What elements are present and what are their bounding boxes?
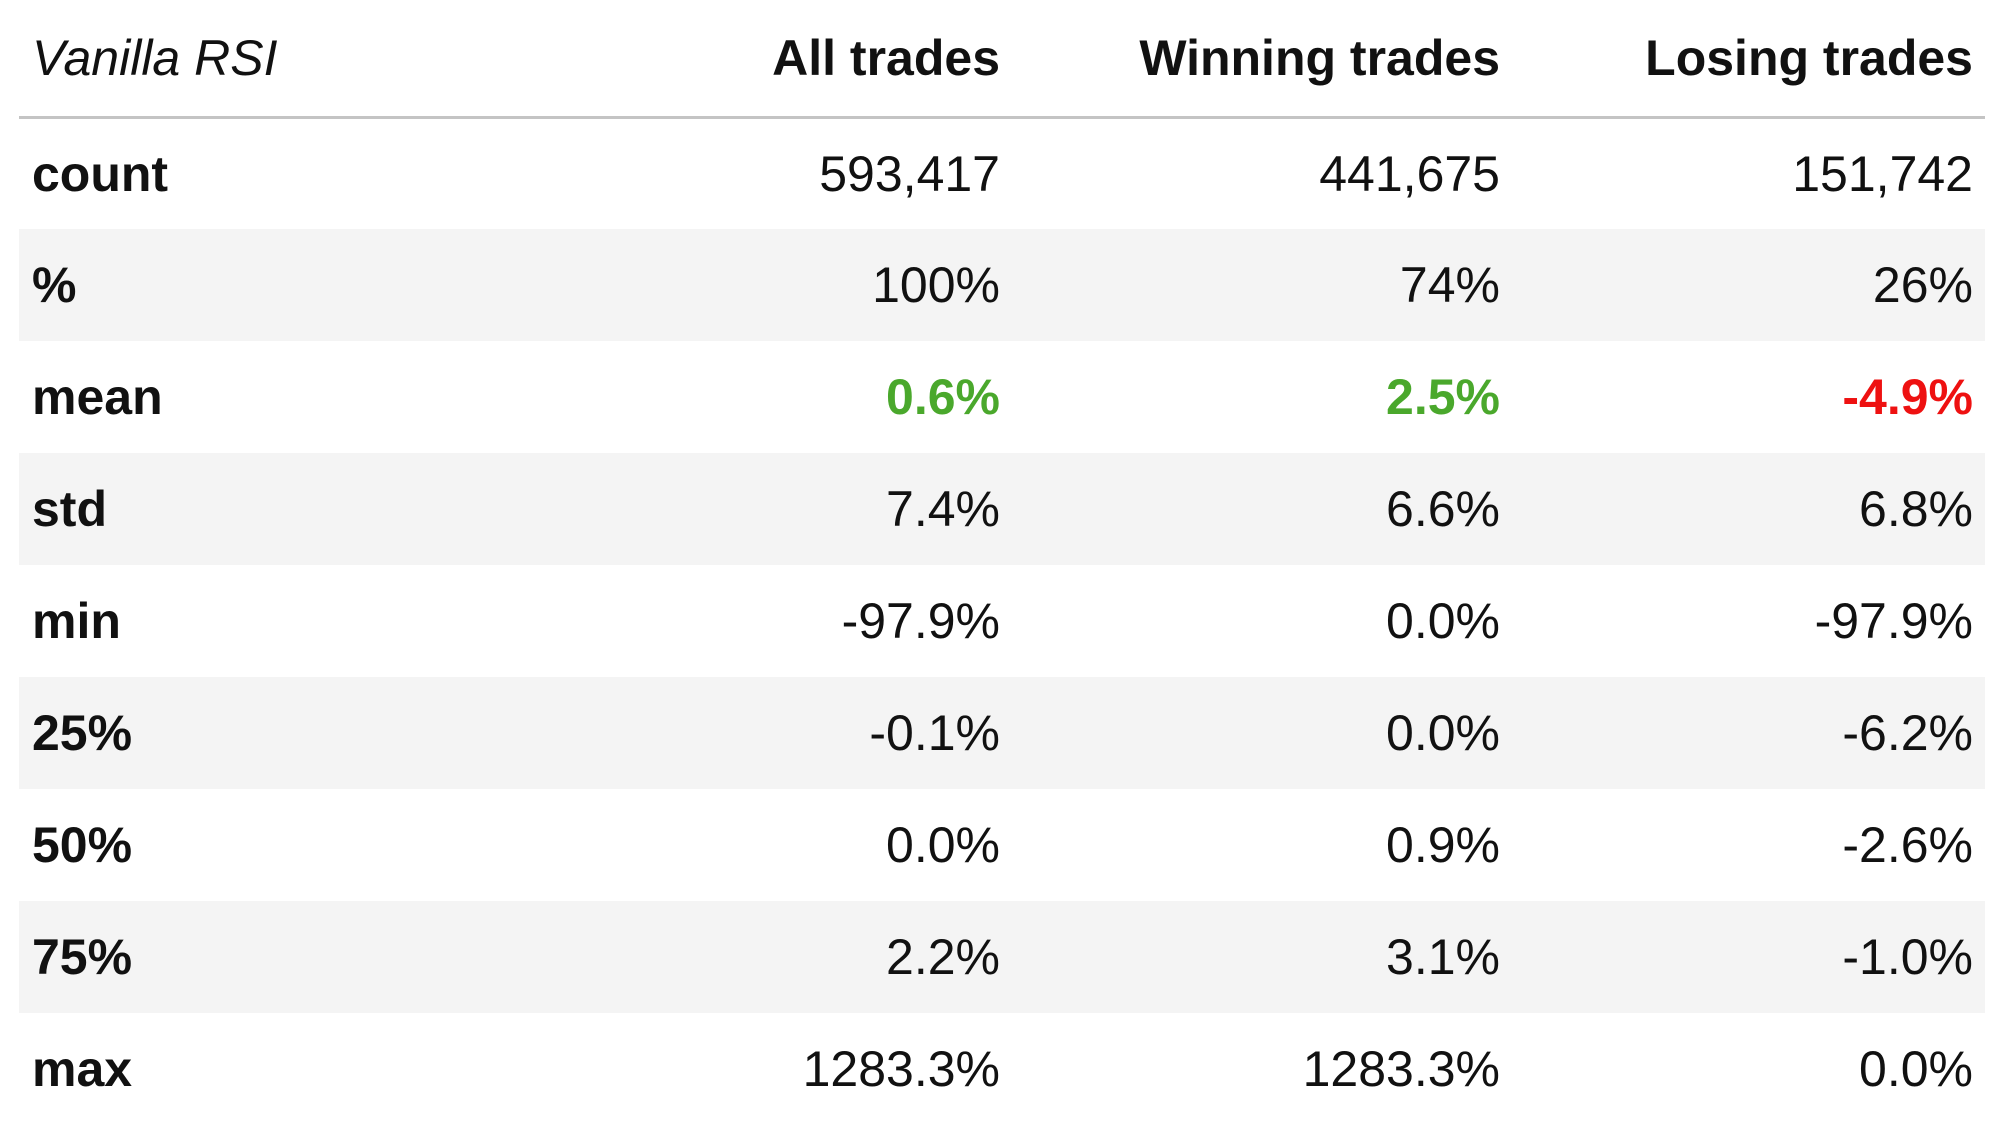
table-title: Vanilla RSI <box>19 0 615 119</box>
table-row-mean: mean 0.6% 2.5% -4.9% <box>19 341 1985 453</box>
table-row-percent: % 100% 74% 26% <box>19 229 1985 341</box>
row-label: 25% <box>32 705 133 761</box>
table-row-count: count 593,417 441,675 151,742 <box>19 117 1985 229</box>
cell-all-trades: 1283.3% <box>802 1041 1000 1097</box>
table-row-max: max 1283.3% 1283.3% 0.0% <box>19 1013 1985 1125</box>
cell-winning-trades: 441,675 <box>1319 145 1500 202</box>
cell-all-trades: 2.2% <box>886 929 1000 985</box>
cell-winning-trades: 74% <box>1399 257 1500 313</box>
table-row-25th-percentile: 25% -0.1% 0.0% -6.2% <box>19 677 1985 789</box>
cell-losing-trades: -1.0% <box>1842 929 1973 985</box>
cell-losing-trades: -4.9% <box>1842 369 1973 425</box>
cell-winning-trades: 1283.3% <box>1302 1041 1500 1097</box>
table-row-75th-percentile: 75% 2.2% 3.1% -1.0% <box>19 901 1985 1013</box>
cell-all-trades: 0.0% <box>886 817 1000 873</box>
cell-losing-trades: 0.0% <box>1859 1041 1973 1097</box>
row-label: std <box>32 481 107 537</box>
cell-losing-trades: -2.6% <box>1842 817 1973 873</box>
table-row-min: min -97.9% 0.0% -97.9% <box>19 565 1985 677</box>
table-row-std: std 7.4% 6.6% 6.8% <box>19 453 1985 565</box>
trade-stats-table: Vanilla RSI All trades Winning trades Lo… <box>19 0 1985 1125</box>
cell-losing-trades: 6.8% <box>1859 481 1973 537</box>
cell-winning-trades: 2.5% <box>1386 369 1500 425</box>
row-label: min <box>32 593 121 649</box>
cell-all-trades: 100% <box>872 257 1000 313</box>
cell-all-trades: 593,417 <box>819 145 1000 202</box>
cell-winning-trades: 0.0% <box>1386 705 1500 761</box>
cell-all-trades: -0.1% <box>869 705 1000 761</box>
row-label: 75% <box>32 929 133 985</box>
cell-all-trades: 0.6% <box>886 369 1000 425</box>
row-label: max <box>32 1041 133 1097</box>
row-label: % <box>32 257 77 313</box>
row-label: 50% <box>32 817 133 873</box>
cell-winning-trades: 3.1% <box>1386 929 1500 985</box>
cell-losing-trades: -6.2% <box>1842 705 1973 761</box>
column-header-losing-trades: Losing trades <box>1512 0 1985 119</box>
column-header-winning-trades: Winning trades <box>1012 0 1512 119</box>
table-row-median: 50% 0.0% 0.9% -2.6% <box>19 789 1985 901</box>
cell-losing-trades: 26% <box>1872 257 1973 313</box>
cell-winning-trades: 6.6% <box>1386 481 1500 537</box>
cell-losing-trades: -97.9% <box>1814 593 1973 649</box>
cell-all-trades: 7.4% <box>886 481 1000 537</box>
row-label: count <box>32 145 169 202</box>
cell-losing-trades: 151,742 <box>1792 145 1973 202</box>
table-header-row: Vanilla RSI All trades Winning trades Lo… <box>19 0 1985 119</box>
cell-winning-trades: 0.0% <box>1386 593 1500 649</box>
cell-winning-trades: 0.9% <box>1386 817 1500 873</box>
column-header-all-trades: All trades <box>615 0 1012 119</box>
row-label: mean <box>32 369 163 425</box>
cell-all-trades: -97.9% <box>841 593 1000 649</box>
